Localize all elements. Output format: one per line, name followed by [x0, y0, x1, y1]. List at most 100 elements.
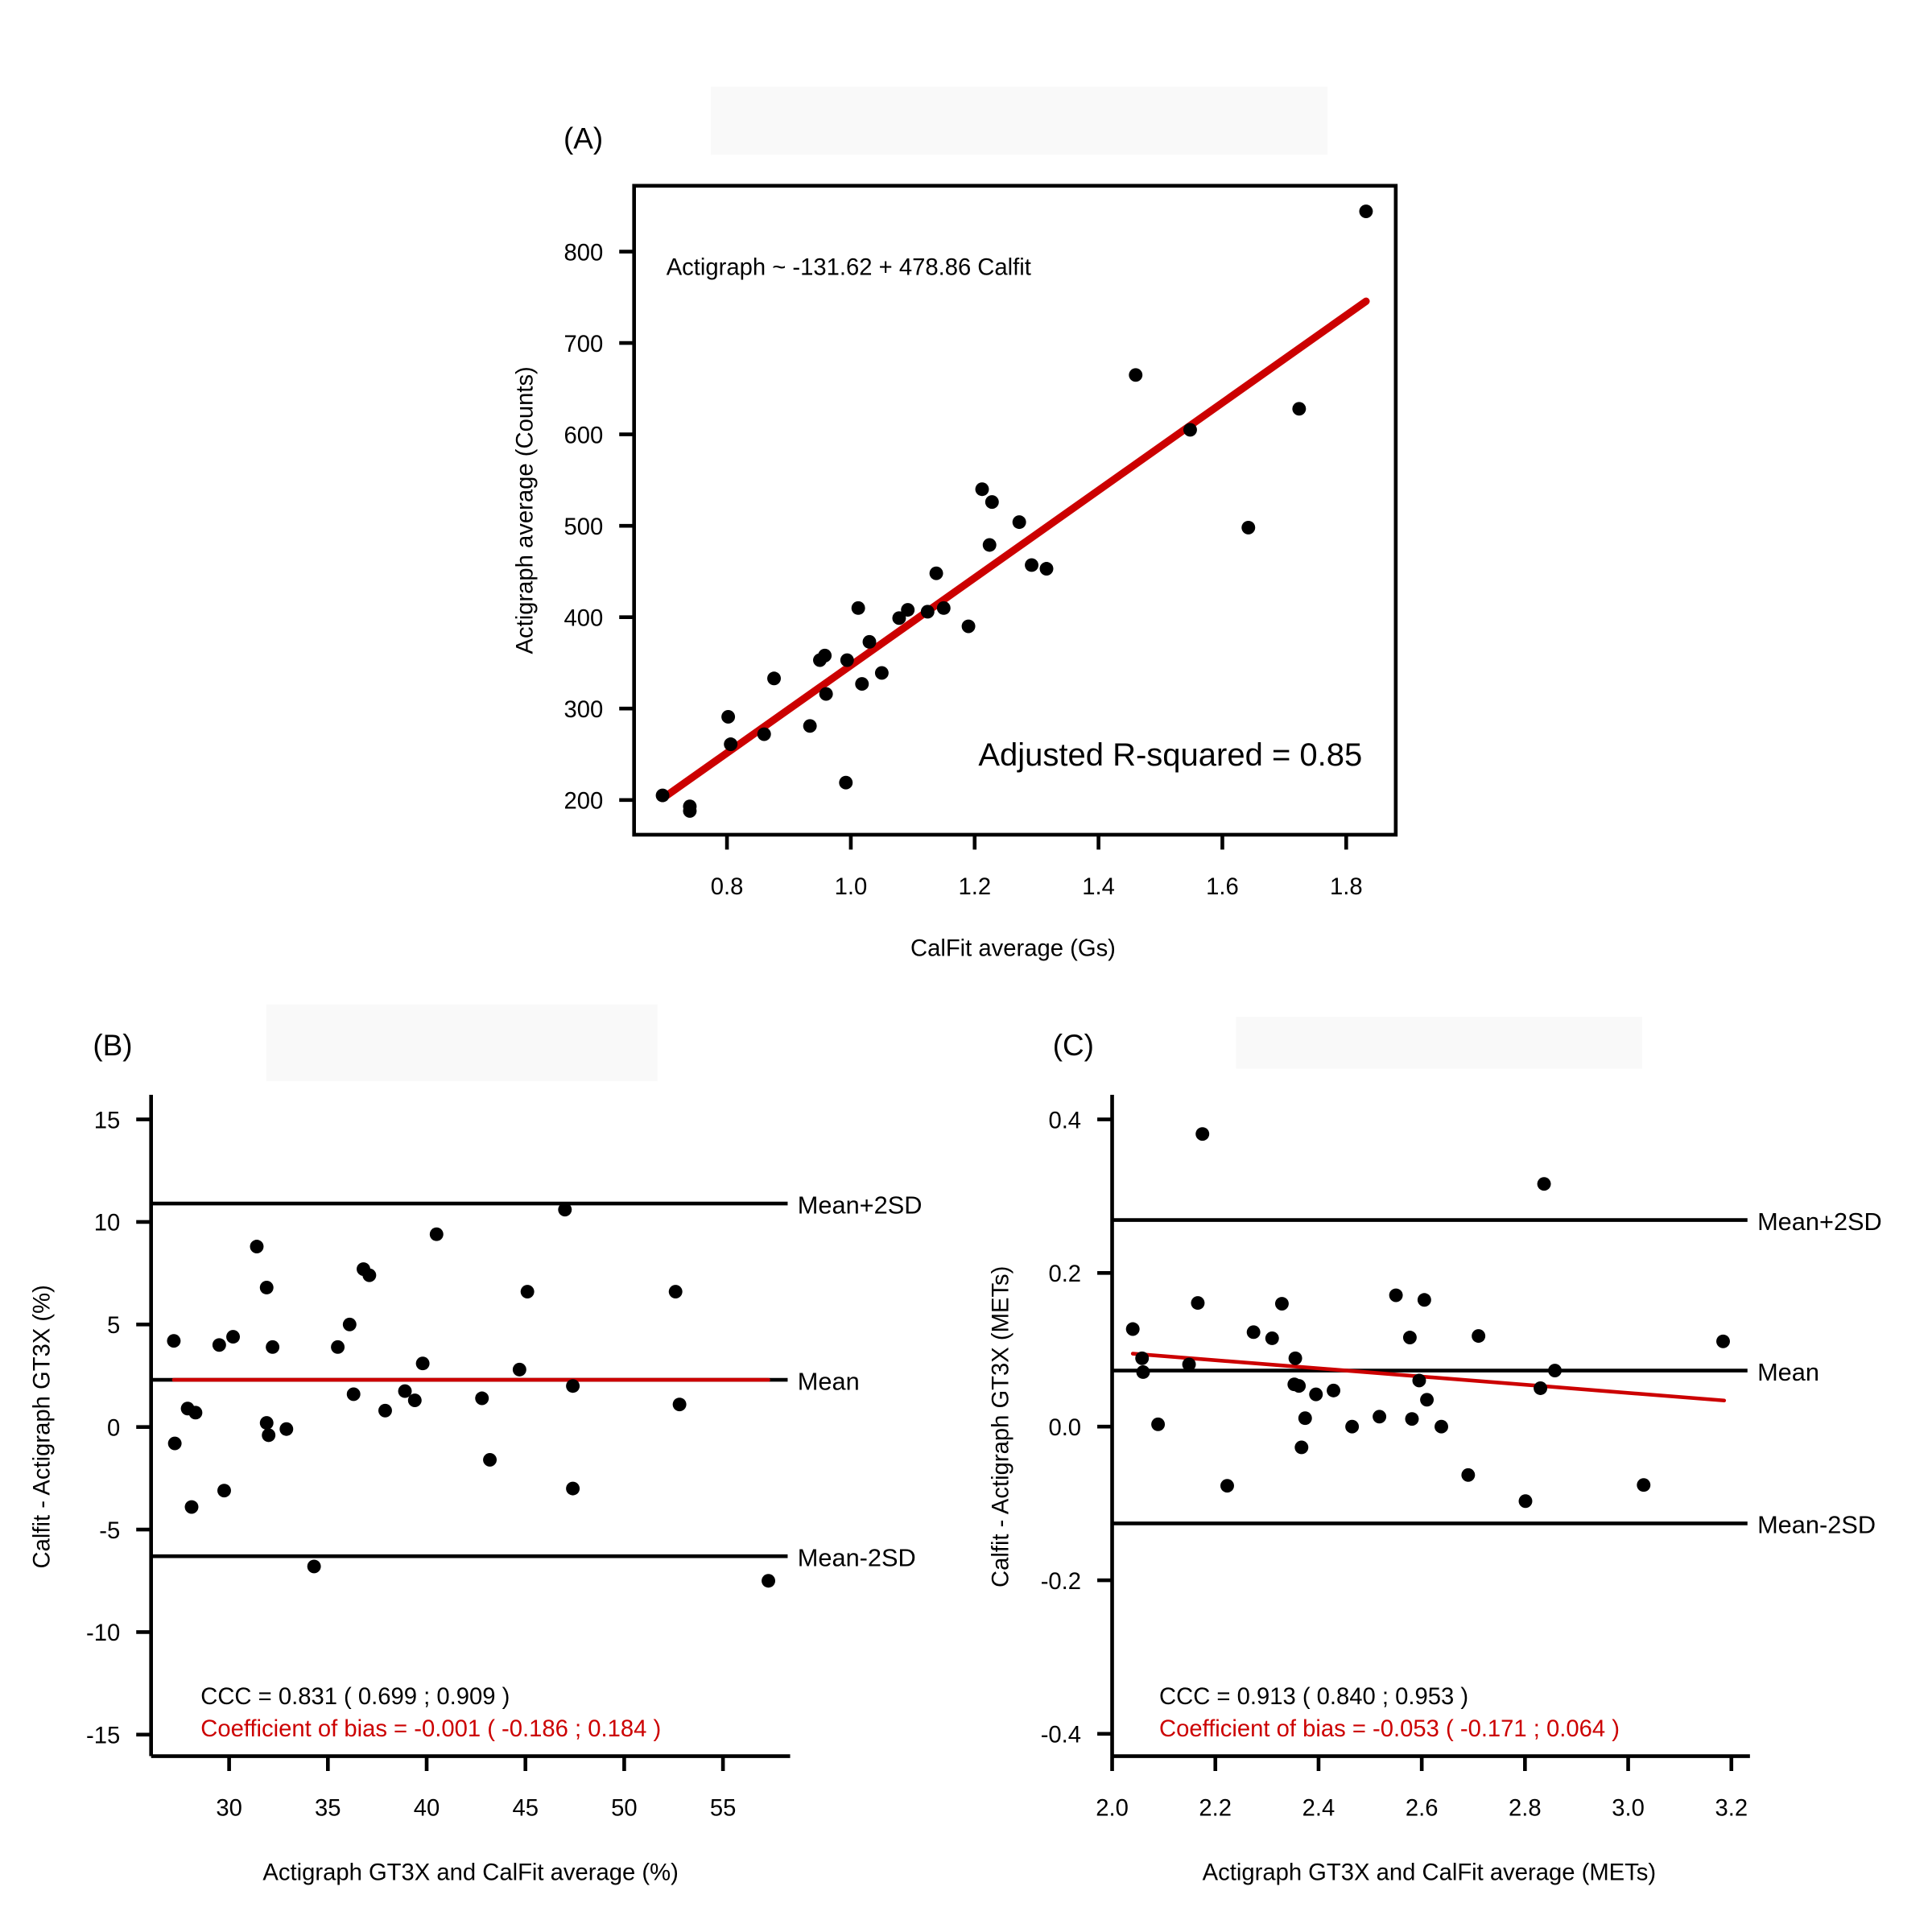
panel-c-ref-line-label: Mean-2SD: [1757, 1511, 1876, 1539]
panel-a-data-point: [1359, 204, 1373, 219]
panel-a-data-point: [1129, 368, 1143, 382]
panel-b-y-tick-label: -15: [86, 1724, 120, 1749]
panel-b-y-axis-label: Calfit - Actigraph GT3X (%): [30, 1285, 56, 1568]
panel-c-ref-line-label: Mean: [1757, 1358, 1819, 1386]
panel-a-x-tick-label: 1.0: [835, 874, 868, 900]
panel-c-x-tick-label: 2.4: [1302, 1795, 1335, 1821]
panel-b-x-tick-label: 55: [710, 1795, 737, 1821]
panel-a-data-point: [803, 719, 817, 733]
panel-a-data-point: [975, 482, 989, 497]
panel-b-data-point: [184, 1500, 199, 1514]
panel-a-data-point: [855, 677, 869, 691]
panel-c-data-point: [1274, 1297, 1289, 1311]
panel-b-ref-line-label: Mean+2SD: [798, 1191, 923, 1219]
panel-b-data-point: [512, 1362, 526, 1377]
panel-c-data-point: [1182, 1357, 1196, 1372]
panel-b-y-tick-label: 15: [94, 1108, 121, 1133]
panel-c-data-point: [1518, 1494, 1533, 1509]
panel-b-data-point: [668, 1285, 683, 1299]
panel-a-data-point: [1292, 402, 1307, 416]
panel-a-data-point: [1025, 558, 1038, 572]
panel-a-data-point: [985, 495, 999, 510]
panel-c-x-tick-label: 2.2: [1199, 1795, 1232, 1821]
panel-b-data-point: [212, 1338, 226, 1352]
panel-a-data-point: [1183, 423, 1197, 437]
panel-c-y-axis-label: Calfit - Actigraph GT3X (METs): [988, 1266, 1013, 1587]
panel-a-label: (A): [564, 122, 603, 155]
panel-b-y-tick-label: 5: [107, 1313, 120, 1339]
panel-a-x-tick-label: 1.2: [958, 874, 991, 900]
panel-a-y-tick-label: 700: [564, 332, 603, 357]
panel-a-data-point: [840, 653, 854, 667]
panel-a-r-squared: Adjusted R-squared = 0.85: [978, 737, 1362, 773]
panel-c-y-tick-label: -0.4: [1041, 1723, 1081, 1748]
panel-b-data-point: [167, 1334, 181, 1348]
panel-b-y-tick-label: -10: [86, 1620, 120, 1646]
panel-b-data-point: [378, 1403, 392, 1418]
panel-c-data-point: [1191, 1296, 1205, 1311]
panel-a-data-point: [982, 538, 997, 552]
panel-c-ref-line-label: Mean+2SD: [1757, 1208, 1882, 1236]
panel-c-data-point: [1402, 1331, 1417, 1344]
panel-c-label: (C): [1053, 1029, 1094, 1062]
panel-a-data-point: [920, 605, 935, 619]
panel-b-title-placeholder: [266, 1004, 658, 1082]
panel-a-data-point: [936, 601, 951, 615]
panel-b-data-point: [262, 1428, 276, 1443]
panel-b-x-tick-label: 50: [611, 1795, 638, 1821]
panel-c-data-point: [1220, 1479, 1234, 1493]
panel-a-data-point: [901, 603, 915, 617]
panel-a-y-tick-label: 800: [564, 240, 603, 266]
panel-b-data-point: [566, 1481, 580, 1496]
panel-b-data-point: [188, 1406, 203, 1420]
panel-c-data-point: [1135, 1351, 1150, 1365]
panel-c-y-tick-label: -0.2: [1041, 1569, 1081, 1595]
panel-c-data-point: [1373, 1410, 1387, 1424]
panel-b-data-point: [342, 1317, 357, 1331]
panel-c-data-point: [1298, 1411, 1312, 1426]
panel-b-ccc: CCC = 0.831 ( 0.699 ; 0.909 ): [200, 1684, 510, 1710]
panel-c-ccc: CCC = 0.913 ( 0.840 ; 0.953 ): [1159, 1684, 1468, 1710]
panel-c-data-point: [1461, 1468, 1476, 1482]
panel-c-data-point: [1548, 1364, 1562, 1378]
panel-c-data-point: [1412, 1373, 1426, 1388]
panel-a-data-point: [819, 687, 833, 701]
panel-c-data-point: [1125, 1322, 1140, 1336]
panel-c-data-point: [1265, 1331, 1279, 1345]
panel-c-data-point: [1389, 1288, 1403, 1302]
panel-a-data-point: [1012, 515, 1026, 530]
panel-b-data-point: [266, 1340, 280, 1354]
panel-c-x-tick-label: 3.0: [1612, 1795, 1645, 1821]
panel-b-data-point: [362, 1268, 377, 1282]
panel-b-data-point: [558, 1203, 572, 1217]
panel-b-data-point: [429, 1227, 444, 1241]
panel-b-data-point: [250, 1240, 264, 1253]
panel-a-data-point: [757, 727, 771, 741]
panel-a-plot-frame: [632, 184, 1398, 837]
panel-c-data-point: [1136, 1364, 1150, 1379]
panel-c-data-point: [1420, 1393, 1435, 1407]
panel-a-data-point: [1039, 562, 1054, 576]
panel-b-data-point: [762, 1574, 776, 1588]
panel-b-data-point: [520, 1285, 535, 1299]
panel-b-label: (B): [93, 1029, 132, 1062]
panel-b-data-point: [259, 1280, 274, 1294]
panel-b-x-tick-label: 30: [216, 1795, 242, 1821]
panel-b-data-point: [566, 1379, 580, 1393]
panel-b-x-axis-label: Actigraph GT3X and CalFit average (%): [262, 1860, 678, 1885]
panel-a-data-point: [724, 737, 738, 751]
panel-c-data-point: [1327, 1383, 1340, 1397]
panel-b-y-tick-label: -5: [99, 1518, 120, 1544]
panel-a-data-point: [818, 648, 832, 663]
panel-b-data-point: [475, 1391, 489, 1406]
panel-b-data-point: [407, 1393, 422, 1408]
panel-a-y-tick-label: 500: [564, 514, 603, 540]
panel-b-data-point: [217, 1484, 231, 1498]
panel-c-data-point: [1472, 1329, 1486, 1344]
panel-b-data-point: [346, 1387, 361, 1402]
panel-a-data-point: [961, 619, 976, 634]
panel-c-data-point: [1534, 1381, 1548, 1395]
panel-c-y-tick-label: 0.2: [1048, 1261, 1081, 1287]
panel-a-data-point: [683, 803, 697, 818]
panel-b-data-point: [259, 1416, 274, 1430]
